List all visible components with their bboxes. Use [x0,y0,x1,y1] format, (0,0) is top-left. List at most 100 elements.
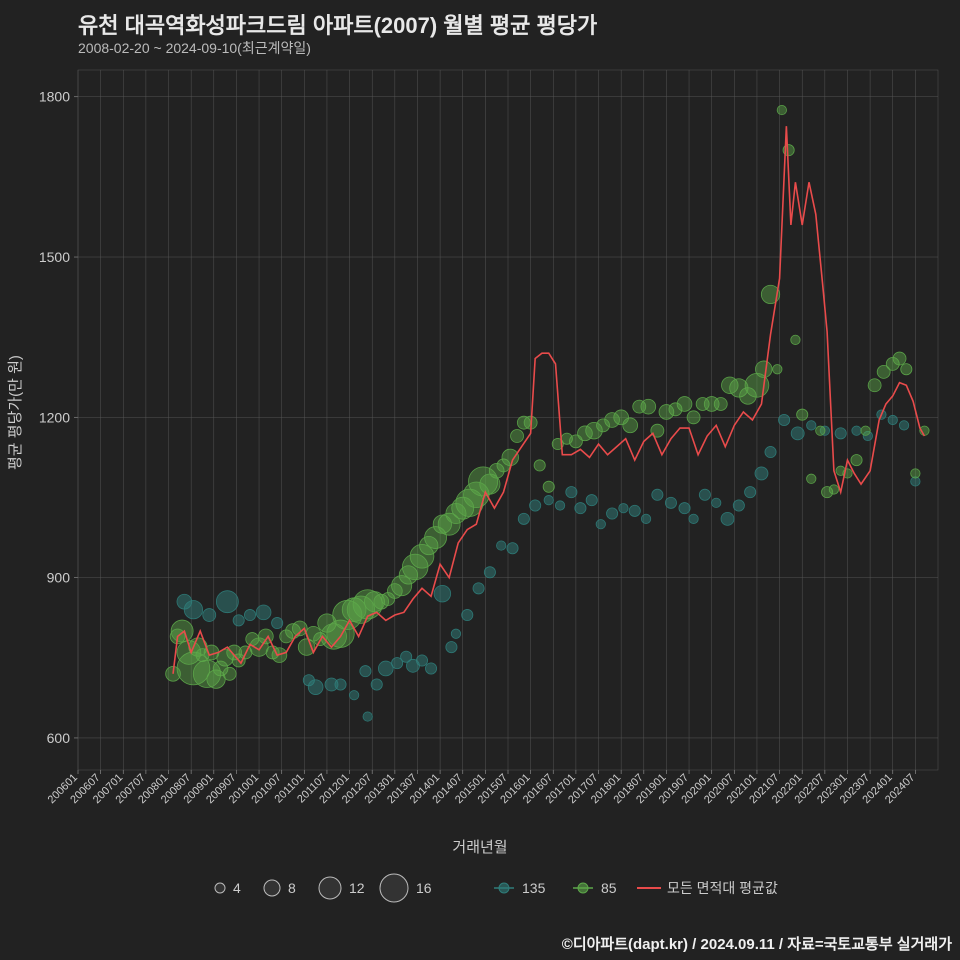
y-tick: 1500 [39,249,78,265]
series-85-point [868,379,881,392]
series-135-point [349,690,358,699]
series-135-point [360,666,371,677]
svg-text:900: 900 [47,570,71,586]
series-135-point [765,446,776,457]
series-135-point [434,585,451,602]
legend: 48121613585모든 면적대 평균값 [215,874,778,902]
series-135-point [184,600,202,618]
series-135-point [679,503,690,514]
legend-size-label: 12 [349,880,365,896]
series-85-point [677,397,692,412]
series-85-point [861,426,870,435]
y-tick: 1800 [39,89,78,105]
series-135-point [721,512,734,525]
y-tick: 600 [47,730,78,746]
series-135-point [451,629,460,638]
series-135-point [779,414,790,425]
series-135-point [791,427,804,440]
series-line-avg [173,126,924,674]
series-85-point [773,365,782,374]
series-135-point [899,421,908,430]
chart-container: { "title": "유천 대곡역화성파크드림 아파트(2007) 월별 평균… [0,0,960,960]
series-135-point [272,617,283,628]
series-135-point [203,609,216,622]
series-85-point [223,667,236,680]
legend-series-marker [578,883,588,893]
series-135-point [233,615,244,626]
series-135-point [446,641,457,652]
series-135-point [689,514,698,523]
y-tick: 900 [47,570,78,586]
series-135-point [371,679,382,690]
series-135-point [652,489,663,500]
series-135-point [712,498,721,507]
series-135-point [807,421,816,430]
series-135-point [733,500,744,511]
series-135-point [575,503,586,514]
series-85-point [714,397,727,410]
series-135-point [755,467,768,480]
plot-svg: 600 900 1200 1500 1800 2006012006072007012007… [0,0,960,960]
series-135-point [308,680,323,695]
series-135-point [462,609,473,620]
series-85-point [807,474,816,483]
series-135-point [555,501,564,510]
series-85-point [851,454,862,465]
series-135-point [256,605,271,620]
series-135-point [544,495,553,504]
series-135-point [607,508,618,519]
series-135-point [745,487,756,498]
series-85-point [755,361,772,378]
x-ticks: 2006012006072007012007072008012008072009… [46,770,918,806]
series-85-point [534,460,545,471]
svg-text:1500: 1500 [39,249,70,265]
legend-size-circle [264,880,280,896]
series-135-point [641,514,650,523]
legend-size-label: 4 [233,880,241,896]
series-135-point [530,500,541,511]
series-85-point [911,469,920,478]
series-85-point [901,364,912,375]
svg-text:1200: 1200 [39,409,70,425]
series-85-point [687,411,700,424]
svg-text:600: 600 [47,730,71,746]
legend-series-label: 85 [601,880,617,896]
series-135-point [619,503,628,512]
series-85-point [791,335,800,344]
svg-text:1800: 1800 [39,89,70,105]
series-135 [177,410,920,721]
series-85-point [502,449,519,466]
series-135-point [629,505,640,516]
legend-series-label: 모든 면적대 평균값 [667,880,778,896]
series-85-point [623,418,638,433]
series-135-point [518,513,529,524]
series-85-point [816,426,825,435]
series-135-point [888,415,897,424]
y-tick: 1200 [39,409,78,425]
series-85-point [797,409,808,420]
series-135-point [566,487,577,498]
series-135-point [665,497,676,508]
series-85-point [511,430,524,443]
series-135-point [473,583,484,594]
series-85-point [893,352,906,365]
legend-series-marker [499,883,509,893]
series-135-point [497,541,506,550]
series-135-point [699,489,710,500]
series-85-point [777,105,786,114]
series-135-point [363,712,372,721]
legend-size-label: 16 [416,880,432,896]
series-135-point [835,428,846,439]
legend-size-circle [380,874,408,902]
series-135-point [507,543,518,554]
series-135-point [596,519,605,528]
legend-size-circle [319,877,341,899]
series-135-point [852,426,861,435]
series-135-point [335,679,346,690]
series-135-point [216,591,238,613]
series-135-point [244,609,255,620]
series-85-point [543,481,554,492]
series-85-point [829,485,838,494]
series-135-point [484,567,495,578]
series-135-point [416,655,427,666]
